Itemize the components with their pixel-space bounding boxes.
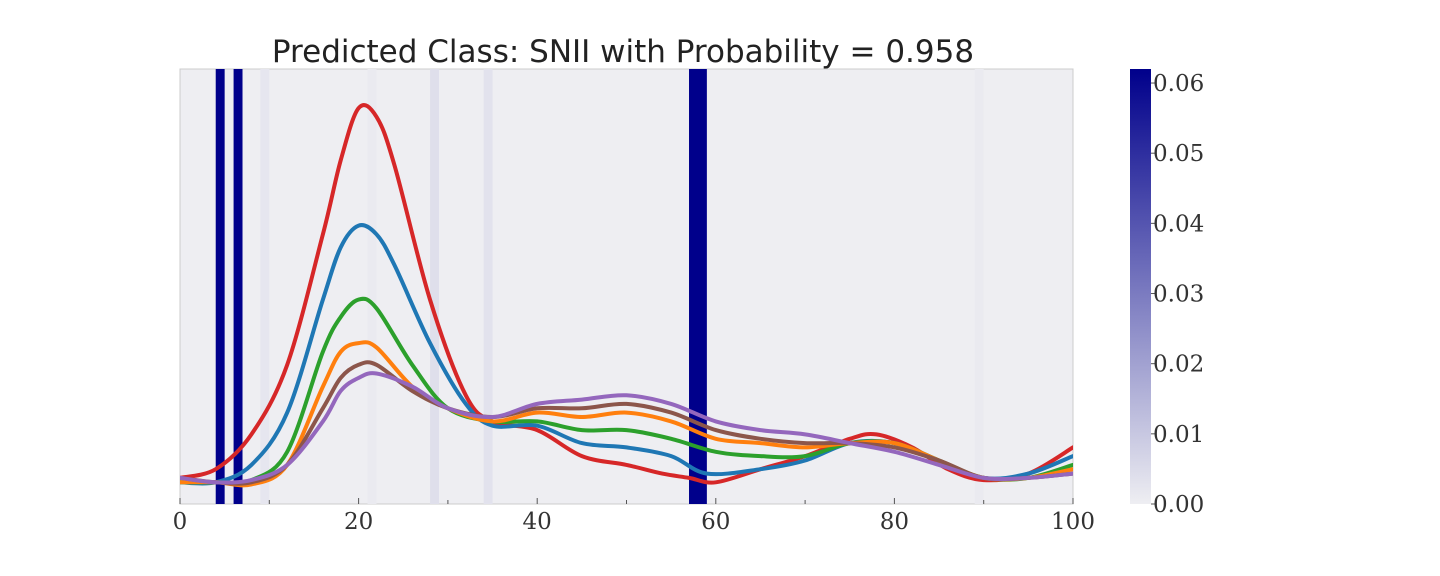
attention-band (215, 69, 225, 504)
x-tick-label: 100 (1051, 509, 1095, 535)
attention-band (483, 69, 493, 504)
colorbar-axis: 0.00 0.01 0.02 0.03 0.04 0.05 0.06 (1151, 71, 1204, 518)
x-tick-label: 0 (173, 509, 188, 535)
series-line (180, 360, 1073, 486)
colorbar (1130, 69, 1151, 504)
x-tick-label: 20 (344, 509, 373, 535)
attention-bands (215, 69, 984, 504)
series-line (180, 371, 1073, 485)
attention-band (367, 69, 377, 504)
x-tick-label: 80 (880, 509, 909, 535)
colorbar-tick-label: 0.06 (1153, 71, 1204, 97)
attention-band (233, 69, 243, 504)
colorbar-tick-label: 0.04 (1153, 211, 1204, 237)
x-tick-label: 40 (523, 509, 552, 535)
colorbar-tick-label: 0.00 (1153, 492, 1204, 518)
series-lines (180, 103, 1073, 488)
attention-band (689, 69, 707, 504)
colorbar-tick-label: 0.02 (1153, 352, 1204, 378)
series-line (180, 340, 1073, 488)
attention-band (974, 69, 984, 504)
colorbar-tick-label: 0.03 (1153, 282, 1204, 308)
series-line (180, 103, 1073, 485)
colorbar-tick-label: 0.05 (1153, 141, 1204, 167)
plot-area (179, 68, 1074, 505)
attention-band (430, 69, 439, 504)
colorbar-tick-label: 0.01 (1153, 422, 1204, 448)
x-tick-label: 60 (701, 509, 730, 535)
x-axis: 0 20 40 60 80 100 (173, 498, 1095, 535)
chart-title: Predicted Class: SNII with Probability =… (272, 34, 974, 70)
attention-band (260, 69, 270, 504)
